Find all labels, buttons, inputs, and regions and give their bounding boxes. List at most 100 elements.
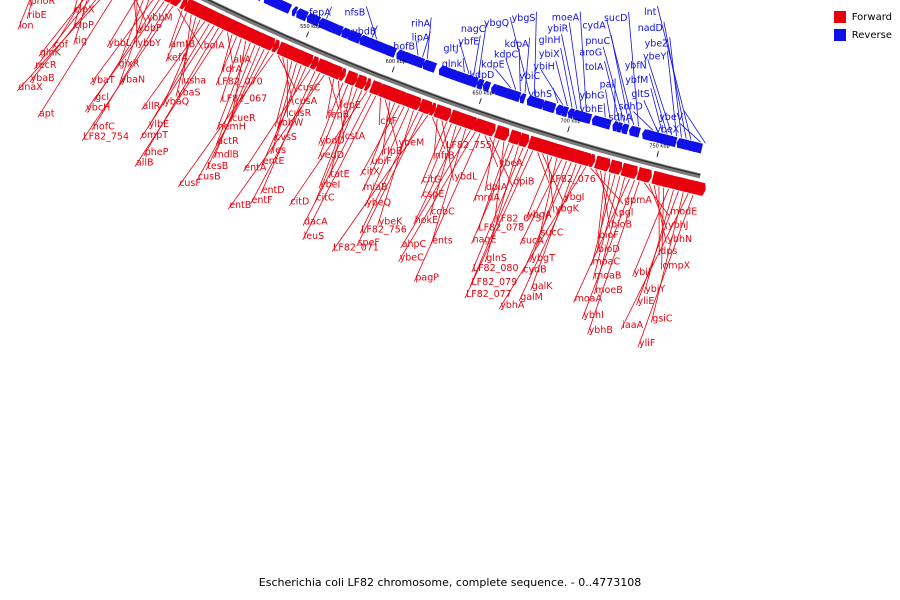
forward-gene-label: LF82_754 [83,132,129,143]
reverse-gene-label: gltJ [443,43,458,54]
gene-label-line [441,120,454,181]
forward-gene-label: miaB [363,182,387,193]
forward-gene-label: ylbE [149,119,169,130]
gene-label-line [413,127,462,225]
gene-label-line [242,69,311,172]
gene-label-line [141,21,206,111]
reverse-gene-label: ybiX [539,49,560,60]
reverse-gene-label: ybhE [579,104,603,115]
reverse-gene-label: cydA [582,21,606,32]
reverse-gene-arrow [555,104,564,116]
gene-label-line [602,46,625,123]
kbp-tick-label: 700 kbp [560,119,580,125]
gene-label-line [177,53,274,188]
forward-gene-label: ybhI [583,310,603,321]
forward-gene-label: ybhB [589,325,613,336]
gene-label-line [37,0,113,118]
reverse-gene-arrow [519,93,527,104]
forward-gene-label: amtB [170,39,195,50]
forward-gene-label: citD [290,197,309,208]
forward-gene-label: LF82_755 [446,140,492,151]
reverse-gene-label: ybeZ [645,38,669,49]
reverse-gene-label: ybhG [579,91,604,102]
forward-gene-label: LF82_756 [361,224,407,235]
forward-gene-label: cydB [523,265,546,276]
reverse-gene-arrow [491,83,498,95]
gene-label-line [530,163,577,291]
forward-gene-label: pgl [619,208,634,219]
reverse-gene-arrow [567,108,575,119]
forward-gene-arrow [603,158,611,172]
forward-gene-label: ybaN [121,75,146,86]
gene-label-line [473,139,500,202]
gene-label-line [649,73,668,134]
forward-gene-label: citF [380,116,397,127]
gene-label-line [540,69,564,105]
kbp-tick [305,31,310,38]
forward-gene-arrow [398,91,407,105]
forward-gene-label: ybdD [320,136,345,147]
forward-gene-label: modE [670,207,697,218]
forward-gene-label: gpmA [624,195,652,206]
forward-gene-label: ybeC [400,253,424,264]
forward-gene-label: ybgI [564,192,584,203]
forward-gene-label: gcl [95,92,109,103]
chromosome-backbone [200,0,701,179]
gene-label-line [534,11,537,96]
gene-label-line [597,172,606,240]
reverse-gene-arrow [511,90,522,103]
gene-label-line [600,170,611,229]
kbp-tick [567,126,570,133]
reverse-gene-label: nadD [638,23,663,34]
forward-gene-label: allB [136,158,154,169]
forward-gene-arrow [522,134,529,148]
gene-label-line [505,58,517,90]
forward-gene-label: ribE [28,10,47,21]
gene-label-line [165,12,187,62]
forward-gene-label: cusC [298,83,321,94]
gene-label-line [590,167,624,205]
forward-gene-label: bioD [598,244,620,255]
gene-label-line [364,108,410,207]
forward-gene-label: ybeK [379,216,403,227]
forward-gene-label: dpiA [486,182,508,193]
gene-label-line [143,27,219,157]
reverse-gene-label: nagC [461,24,486,35]
forward-gene-label: ybgA [527,209,552,220]
gene-label-line [261,67,307,166]
forward-gene-arrow [373,81,382,96]
forward-gene-label: moaC [593,256,621,267]
reverse-gene-label: ybiH [533,62,554,73]
legend-reverse-swatch [833,29,846,41]
forward-gene-label: ybeI [320,180,340,191]
forward-gene-arrow [428,102,437,116]
forward-gene-label: ybeA [499,158,523,169]
reverse-gene-arrow [669,136,678,148]
forward-gene-arrow [644,169,652,183]
gene-label-line [378,97,381,126]
forward-gene-label: ybaQ [164,96,189,107]
gene-label-line [359,111,419,234]
gene-label-line [568,22,582,111]
gene-label-line [227,74,325,210]
forward-gene-track [163,0,706,196]
reverse-gene-arrow [291,6,299,17]
forward-gene-arrow [692,180,706,196]
gene-label-line [470,149,529,286]
forward-gene-label: moaB [594,271,621,282]
gene-label-line [72,0,83,30]
gene-label-line [603,103,606,118]
gene-label-line [414,133,481,282]
reverse-gene-label: rihA [411,19,431,30]
reverse-gene-label: glnH [539,35,561,46]
gene-label-line [581,179,635,319]
gene-label-line [29,0,97,83]
legend-forward-swatch [833,11,846,23]
reverse-gene-label: ybhS [528,89,552,100]
forward-gene-arrow [615,161,623,175]
gene-label-line [302,95,377,241]
forward-gene-label: ybiJ [634,267,651,278]
forward-gene-label: nagE [473,235,497,246]
gene-label-line [337,80,345,141]
